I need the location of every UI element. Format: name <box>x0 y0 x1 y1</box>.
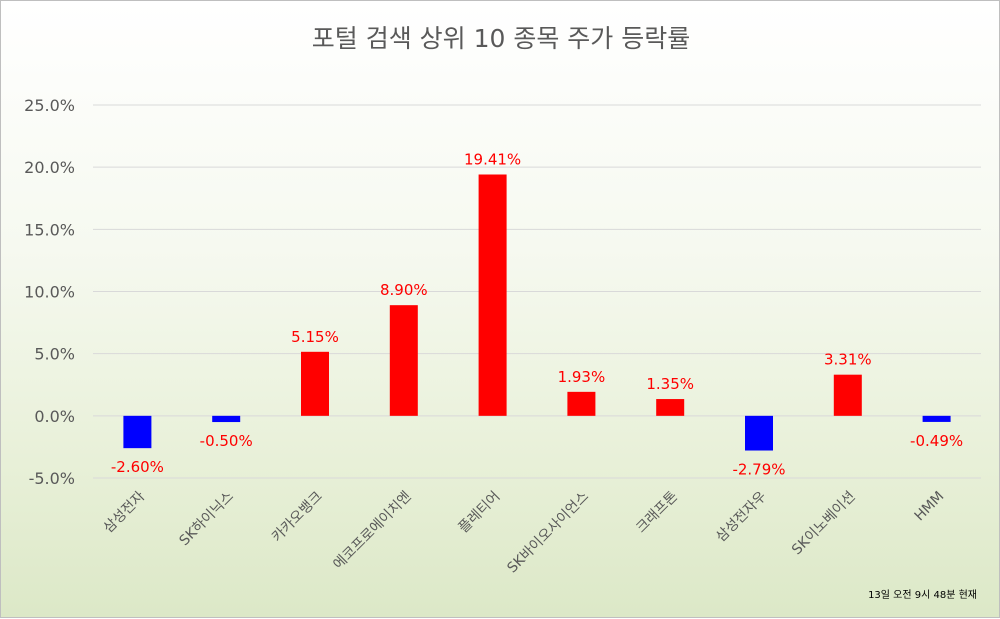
bar-4 <box>478 174 507 416</box>
bar-7 <box>745 415 773 451</box>
y-tick-label: 20.0% <box>24 158 75 177</box>
bar-0 <box>123 415 152 449</box>
category-label: SK하이닉스 <box>177 488 238 549</box>
y-tick-label: 0.0% <box>34 407 75 426</box>
bar-5 <box>567 391 596 416</box>
bar-1 <box>212 415 241 423</box>
data-label: 8.90% <box>380 281 428 299</box>
bar-6 <box>656 399 685 416</box>
category-label: 삼성전자 <box>100 488 148 536</box>
data-label: 3.31% <box>824 351 872 369</box>
data-label: -0.49% <box>910 432 963 450</box>
category-label: 크래프톤 <box>633 488 681 536</box>
category-label: HMM <box>912 489 948 525</box>
category-label: 플레티어 <box>456 489 504 537</box>
data-label: -2.79% <box>732 461 785 479</box>
data-label: -0.50% <box>200 432 253 450</box>
y-tick-label: 5.0% <box>34 345 75 364</box>
chart-title: 포털 검색 상위 10 종목 주가 등락률 <box>311 24 691 53</box>
data-label: 5.15% <box>291 328 339 346</box>
category-label: 삼성전자우 <box>713 488 770 545</box>
data-label: 1.35% <box>646 375 694 393</box>
bar-8 <box>833 374 862 416</box>
category-label: SK이노베이션 <box>789 489 859 559</box>
y-tick-label: -5.0% <box>29 469 75 488</box>
y-tick-label: 10.0% <box>24 283 75 302</box>
category-label: 카카오뱅크 <box>269 488 326 545</box>
bar-3 <box>389 305 418 416</box>
y-tick-label: 15.0% <box>24 220 75 239</box>
y-tick-label: 25.0% <box>24 96 75 115</box>
bar-9 <box>922 415 951 422</box>
data-label: 1.93% <box>558 368 606 386</box>
category-label: 에코프로에이치엔 <box>330 489 414 573</box>
bar-2 <box>301 351 329 416</box>
data-label: -2.60% <box>111 458 164 476</box>
footnote: 13일 오전 9시 48분 현재 <box>868 590 977 601</box>
data-label: 19.41% <box>464 151 521 169</box>
category-label: SK바이오사이언스 <box>504 488 592 576</box>
